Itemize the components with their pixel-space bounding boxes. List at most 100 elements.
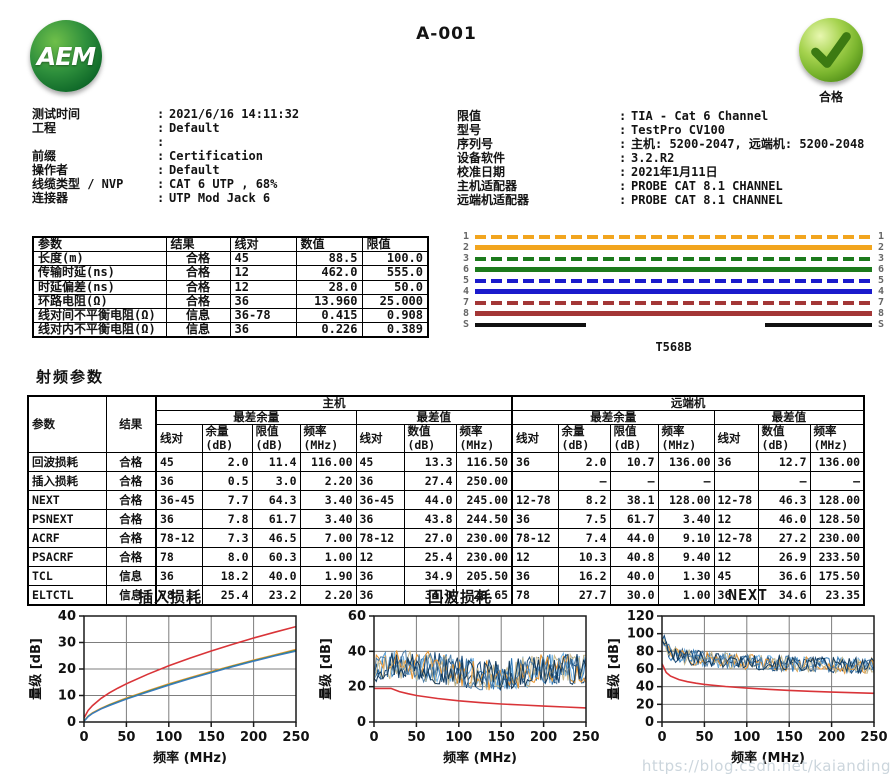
rf-cell: 12-78 [511,489,559,510]
svg-text:50: 50 [117,730,135,745]
rf-header-pair: 线对 [713,424,759,453]
svg-text:30: 30 [58,636,76,651]
wire-line-solid-icon [475,311,872,316]
rf-cell: 9.40 [657,546,715,567]
rf-cell: 3.40 [299,508,357,529]
svg-text:100: 100 [155,730,182,745]
wiremap-pin-label: 2 [878,242,885,253]
info-right-row: 限值 TIA - Cat 6 Channel [457,109,893,123]
rf-header-limit: 限值 (dB) [251,424,301,453]
summary-cell: 0.908 [361,307,429,324]
info-left-row: 线缆类型 / NVP CAT 6 UTP , 68% [32,177,452,191]
rf-cell: 36-45 [355,489,405,510]
info-label: 工程 [32,121,57,135]
rf-header-row: 参数 结果 主机 远端机 [27,395,865,453]
chart-insertion-loss: 插入损耗 0 50 100 150 200 250 0 10 20 30 40 频率 (MHz) 量级 [… [24,586,316,778]
svg-text:量级 [dB]: 量级 [dB] [606,638,622,700]
rf-cell: 78-12 [155,527,203,548]
wiremap-pin-label: 4 [462,286,469,297]
svg-text:200: 200 [818,730,845,745]
rf-header-result: 结果 [105,395,157,453]
wiremap-pin-label: 5 [878,275,885,286]
wire-line-solid-icon [475,267,872,272]
rf-cell: 25.4 [201,584,253,606]
rf-cell: 36 [511,508,559,529]
rf-row: ELTCTL 信息 78 25.4 23.2 2.20 36 34.0 20.65 78 27.7 3… [27,584,865,606]
rf-cell: 46.3 [757,489,811,510]
wiremap-pin-label: 8 [462,308,469,319]
chart-return-loss: 回波损耗 0 50 100 150 200 250 0 20 40 60 频率 (MHz) 量级 [dB… [314,586,606,778]
summary-header-row: 参数 结果 线对 数值 限值 [32,236,429,253]
rf-cell: 40.0 [609,565,659,586]
svg-text:频率 (MHz): 频率 (MHz) [443,750,517,766]
rf-header-row: 最差余量 最差值 最差余量 最差值 [28,410,865,426]
summary-cell: 传输时延(ns) [32,265,167,281]
wiremap-pin-label: 6 [462,264,469,275]
summary-cell: 50.0 [361,279,429,295]
test-info-left: 测试时间 2021/6/16 14:11:32 工程 Default 前缀 Certifi… [32,107,452,205]
info-value: 2021年1月11日 [631,165,718,179]
rf-cell: 10.7 [609,451,659,472]
summary-header-cell: 线对 [229,236,297,253]
device-info-right: 限值TIA - Cat 6 Channel型号TestPro CV100序列号主… [457,109,893,207]
rf-cell: 合格 [105,508,157,529]
info-value: CAT 6 UTP , 68% [169,177,278,191]
wiremap-pin-label: 7 [878,297,885,308]
info-right-row: 型号 TestPro CV100 [457,123,893,137]
rf-cell: 1.30 [657,565,715,586]
rf-cell: 128.50 [809,508,865,529]
svg-text:0: 0 [79,730,88,745]
summary-cell: 13.960 [295,293,363,309]
rf-cell: 61.7 [251,508,301,529]
rf-cell: 7.8 [201,508,253,529]
rf-cell: PSACRF [27,546,107,567]
info-left-row: 前缀 Certification [32,149,452,163]
summary-cell: 462.0 [295,265,363,281]
page-title: A-001 [416,24,477,44]
summary-row: 长度(m) 合格 45 88.5 100.0 [32,251,429,267]
rf-cell: 233.50 [809,546,865,567]
rf-cell: 136.00 [809,451,865,472]
summary-cell: 36 [229,322,297,338]
rf-cell: 合格 [105,470,157,491]
rf-cell: 3.40 [657,508,715,529]
summary-row: 线对内不平衡电阻(Ω) 信息 36 0.226 0.389 [32,322,429,338]
info-label: 操作者 [32,163,69,177]
info-label: 序列号 [457,137,494,151]
rf-cell: 12 [511,546,559,567]
rf-cell: 36 [511,565,559,586]
info-colon [157,121,169,135]
info-right-row: 设备软件 3.2.R2 [457,151,893,165]
summary-header-cell: 结果 [165,236,231,253]
info-colon [619,179,631,193]
rf-header-worst_margin: 最差余量 [511,410,715,426]
rf-cell: 2.0 [201,451,253,472]
rf-cell: PSNEXT [27,508,107,529]
rf-cell: – [657,470,715,491]
summary-cell: 12 [229,279,297,295]
rf-cell: 插入损耗 [27,470,107,491]
info-colon [619,193,631,207]
wiremap-pin-label: 5 [462,275,469,286]
svg-text:40: 40 [58,609,76,624]
wiremap-pin-label: 7 [462,297,469,308]
info-label: 设备软件 [457,151,506,165]
rf-cell: ACRF [27,527,107,548]
rf-cell: 7.4 [557,527,611,548]
svg-text:250: 250 [572,730,599,745]
rf-cell: 40.0 [251,565,301,586]
rf-header-margin: 余量 (dB) [557,424,611,453]
watermark: https://blog.csdn.net/kaianding [641,757,891,775]
wire-line-solid-icon [475,245,872,250]
summary-cell: 合格 [165,251,231,267]
rf-cell: 46.0 [757,508,811,529]
rf-cell: 36-45 [155,489,203,510]
rf-cell: 36 [155,508,203,529]
wiremap-standard-label: T568B [655,340,692,354]
rf-cell: 12 [713,546,759,567]
svg-text:频率 (MHz): 频率 (MHz) [153,750,227,766]
summary-cell: 0.389 [361,322,429,338]
info-label: 测试时间 [32,107,81,121]
